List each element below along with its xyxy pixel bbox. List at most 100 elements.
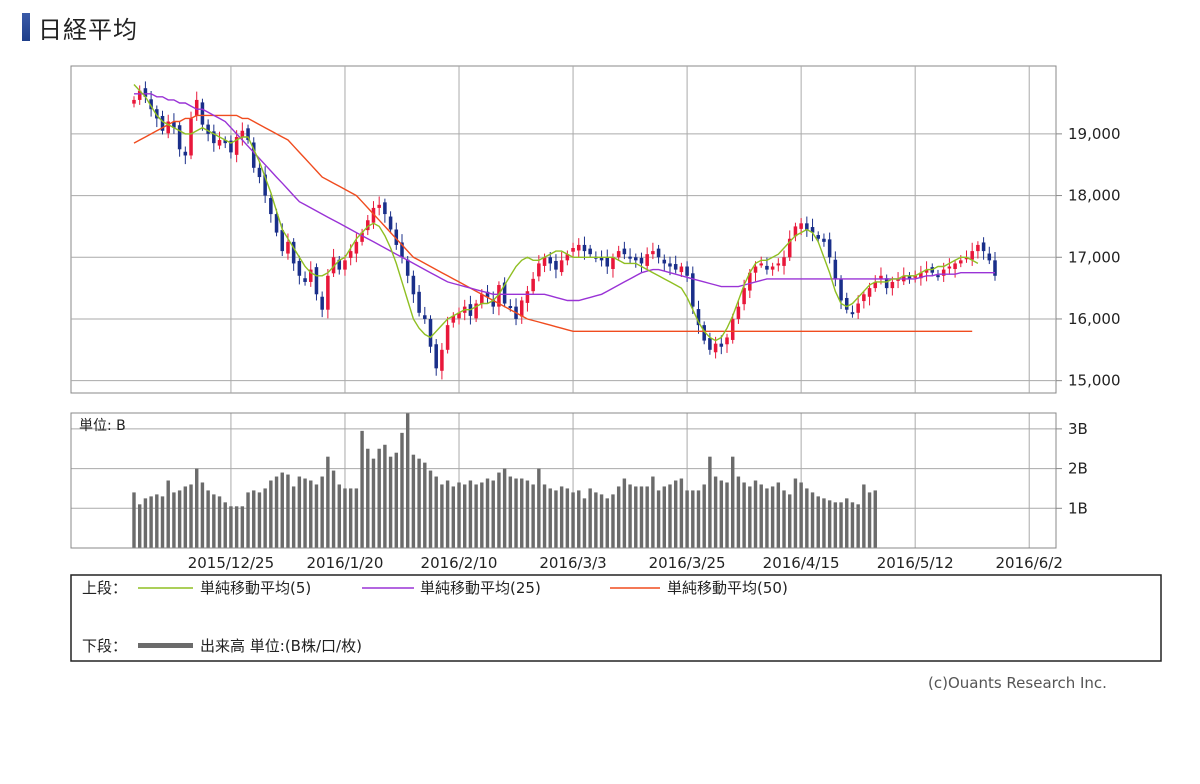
candle-body (360, 232, 364, 242)
volume-bar (371, 458, 376, 548)
candle-body (240, 130, 245, 137)
volume-bar (274, 476, 279, 548)
candle-body (833, 259, 838, 279)
volume-bar (149, 496, 153, 548)
candle-body (428, 318, 433, 347)
candle-body (337, 259, 342, 270)
x-tick-label: 2016/2/10 (421, 554, 498, 572)
candle-body (691, 273, 695, 307)
candle-body (805, 223, 809, 230)
candle-body (554, 260, 558, 270)
volume-bar (223, 502, 227, 548)
volume-bar (297, 476, 302, 548)
candle-body (884, 278, 889, 289)
candle-body (913, 275, 917, 278)
volume-bar (445, 480, 450, 548)
volume-bar (326, 456, 330, 548)
candle-body (160, 115, 165, 131)
candle-body (405, 259, 410, 276)
candle-body (953, 263, 957, 269)
legend: 上段： 単純移動平均(5) 単純移動平均(25) 単純移動平均(50) 下段： … (70, 574, 1162, 662)
volume-bar (713, 476, 718, 548)
volume-tick-label: 1B (1068, 499, 1088, 517)
volume-bar (611, 494, 615, 548)
volume-bar (303, 478, 307, 548)
volume-bar (428, 470, 433, 548)
candle-body (137, 90, 142, 100)
volume-bar (679, 478, 684, 548)
ma5-line (133, 84, 979, 342)
candle-body (679, 266, 684, 273)
candle-body (742, 288, 746, 305)
candle-body (993, 260, 997, 276)
candle-body (354, 241, 359, 254)
candle-body (525, 291, 530, 303)
volume-bar (400, 432, 404, 548)
candle-body (400, 242, 404, 258)
candle-body (696, 309, 701, 326)
volume-bar (605, 498, 609, 548)
volume-bar (257, 492, 262, 548)
candle-body (867, 288, 872, 297)
candle-body (303, 278, 307, 282)
candle-body (770, 266, 775, 270)
legend-volume-label: 出来高 単位:(B株/口/枚) (200, 637, 362, 655)
candle-body (816, 235, 821, 239)
volume-bar (485, 478, 490, 548)
price-tick-label: 18,000 (1068, 187, 1121, 205)
volume-bar (531, 484, 535, 548)
volume-bar (394, 452, 399, 548)
volume-bar (742, 482, 746, 548)
candle-body (251, 142, 256, 168)
candle-body (719, 343, 724, 347)
x-tick-label: 2016/4/15 (763, 554, 840, 572)
candle-body (440, 349, 444, 371)
volume-bar (634, 486, 638, 548)
candle-body (269, 198, 273, 215)
volume-bar (730, 456, 735, 548)
volume-bar (810, 492, 815, 548)
candle-body (919, 272, 923, 279)
candle-body (565, 254, 570, 261)
candle-body (434, 344, 438, 369)
candle-body (212, 131, 216, 144)
ma50-line (133, 114, 973, 332)
volume-bar (850, 502, 855, 548)
volume-bar (554, 490, 558, 548)
candle-body (497, 285, 501, 307)
candle-body (388, 216, 393, 230)
candle-body (411, 275, 416, 295)
volume-bar (217, 496, 222, 548)
candle-body (326, 275, 330, 310)
candle-body (189, 118, 193, 156)
candle-body (457, 312, 461, 319)
candle-body (582, 244, 587, 252)
candle-body (143, 88, 148, 97)
x-tick-label: 2015/12/25 (188, 554, 274, 572)
volume-bar (172, 492, 176, 548)
volume-plot-area (70, 412, 1057, 549)
candle-body (856, 303, 860, 313)
price-tick-label: 17,000 (1068, 248, 1121, 266)
volume-bar (782, 490, 786, 548)
volume-bar (805, 488, 809, 548)
volume-bar (645, 486, 649, 548)
candle-body (907, 275, 912, 279)
volume-bar (856, 504, 860, 548)
volume-bar (753, 480, 758, 548)
volume-bar (195, 468, 199, 548)
volume-bar (440, 484, 444, 548)
candle-body (959, 260, 963, 264)
candle-body (787, 238, 792, 258)
volume-bar (816, 496, 820, 548)
volume-bar (662, 486, 666, 548)
volume-bar (132, 492, 136, 548)
volume-bar (622, 478, 627, 548)
candle-body (537, 263, 541, 277)
candle-body (976, 244, 980, 252)
volume-bar (725, 482, 729, 548)
legend-ma25-label: 単純移動平均(25) (420, 579, 541, 597)
candle-body (548, 257, 553, 264)
candle-body (377, 204, 381, 208)
legend-volume-swatch (138, 643, 193, 648)
